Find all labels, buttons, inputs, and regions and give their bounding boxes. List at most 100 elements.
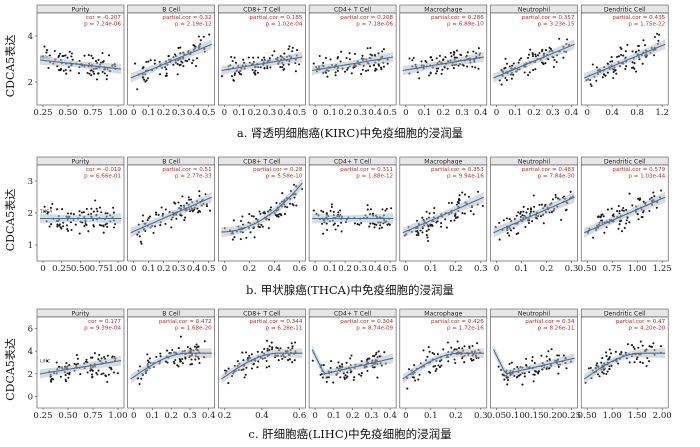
panel-title: Dendritic Cell: [604, 310, 646, 317]
data-point: [267, 227, 270, 230]
x-tick-label: 0.2: [338, 264, 352, 274]
data-point: [257, 225, 260, 228]
data-point: [633, 347, 636, 350]
data-point: [544, 62, 547, 65]
x-tick-label: 0.5: [383, 108, 397, 118]
y-axis-label: CDCA5表达: [3, 35, 17, 98]
data-point: [368, 65, 372, 68]
data-point: [100, 373, 103, 376]
data-point: [177, 347, 180, 350]
data-point: [197, 35, 200, 38]
data-point: [340, 50, 343, 53]
data-point: [458, 198, 461, 201]
data-point: [337, 224, 340, 227]
data-point: [615, 72, 618, 75]
x-tick-label: 0.4: [268, 264, 282, 274]
data-point: [97, 72, 100, 75]
y-tick-label: 3: [28, 177, 33, 187]
data-point: [631, 61, 634, 64]
data-point: [66, 212, 70, 215]
x-tick-label: 0.25: [33, 108, 52, 118]
data-point: [258, 210, 261, 213]
data-point: [57, 54, 61, 57]
data-point: [614, 68, 617, 72]
data-point: [425, 210, 428, 213]
data-point: [435, 368, 438, 371]
data-point: [269, 206, 273, 209]
data-point: [153, 59, 156, 62]
data-point: [413, 376, 416, 379]
data-point: [385, 207, 388, 210]
data-point: [346, 68, 349, 71]
data-point: [324, 56, 327, 59]
data-point: [73, 362, 76, 365]
data-point: [239, 238, 242, 241]
data-point: [72, 213, 75, 216]
data-point: [261, 225, 264, 228]
data-point: [648, 360, 651, 363]
data-point: [447, 201, 451, 204]
data-point: [95, 207, 98, 210]
data-point: [325, 222, 328, 225]
data-point: [600, 361, 603, 364]
data-point: [412, 56, 415, 60]
p-value: p = 9.94e-16: [447, 174, 484, 180]
x-tick-label: 0.75: [90, 264, 109, 274]
data-point: [160, 206, 163, 209]
data-point: [92, 70, 95, 73]
data-point: [96, 373, 99, 376]
data-point: [360, 372, 363, 375]
data-point: [441, 68, 444, 71]
data-point: [143, 78, 146, 81]
data-point: [318, 54, 321, 58]
data-point: [329, 209, 332, 212]
panel-title: B Cell: [162, 158, 180, 165]
data-point: [500, 83, 503, 86]
data-point: [408, 57, 411, 60]
data-point: [190, 363, 194, 366]
p-value: p = 1.88e-12: [356, 174, 393, 180]
data-point: [534, 68, 537, 71]
data-point: [291, 202, 294, 206]
data-point: [522, 205, 525, 208]
x-tick-label: 0: [312, 108, 317, 118]
data-point: [508, 234, 511, 237]
data-point: [66, 229, 70, 232]
data-point: [93, 352, 96, 355]
p-value: p = 2.19e-12: [175, 22, 212, 28]
data-point: [256, 350, 259, 353]
panel-title: CD4+ T Cell: [334, 158, 372, 165]
data-point: [436, 70, 439, 73]
data-point: [178, 357, 181, 361]
data-point: [557, 372, 560, 375]
panel-title: Purity: [72, 310, 90, 317]
data-point: [384, 209, 387, 212]
data-point: [195, 57, 199, 60]
data-point: [373, 354, 376, 358]
data-point: [533, 361, 536, 365]
data-point: [58, 224, 61, 227]
x-tick-label: 0.4: [187, 108, 201, 118]
data-point: [369, 53, 372, 56]
data-point: [187, 196, 190, 199]
data-point: [431, 351, 434, 354]
data-point: [159, 352, 162, 355]
data-point: [288, 45, 291, 48]
data-point: [635, 50, 638, 53]
trend-line: [130, 352, 212, 380]
data-point: [146, 77, 150, 80]
trend-line: [402, 352, 484, 380]
data-point: [112, 211, 115, 214]
data-point: [102, 225, 105, 228]
data-point: [468, 345, 471, 348]
data-point: [106, 225, 109, 228]
trend-line: [130, 196, 212, 234]
x-tick-label: 0: [584, 108, 589, 118]
data-point: [435, 57, 438, 60]
data-point: [653, 195, 656, 198]
data-point: [428, 212, 431, 215]
data-point: [140, 242, 143, 245]
data-point: [606, 208, 609, 211]
x-tick-label: 0.50: [578, 411, 597, 421]
x-tick-label: 0.50: [578, 264, 597, 274]
